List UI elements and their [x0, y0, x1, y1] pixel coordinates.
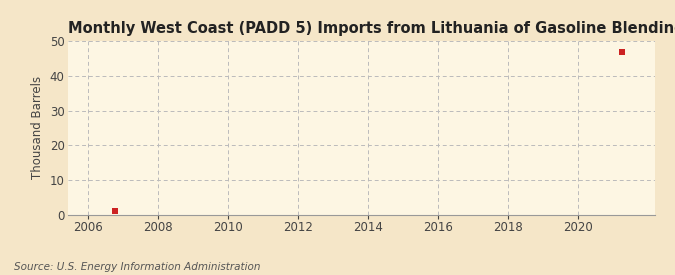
Text: Source: U.S. Energy Information Administration: Source: U.S. Energy Information Administ…: [14, 262, 260, 272]
Point: [616, 50, 627, 54]
Text: Monthly West Coast (PADD 5) Imports from Lithuania of Gasoline Blending Componen: Monthly West Coast (PADD 5) Imports from…: [68, 21, 675, 36]
Point: [109, 209, 120, 213]
Y-axis label: Thousand Barrels: Thousand Barrels: [31, 76, 45, 180]
